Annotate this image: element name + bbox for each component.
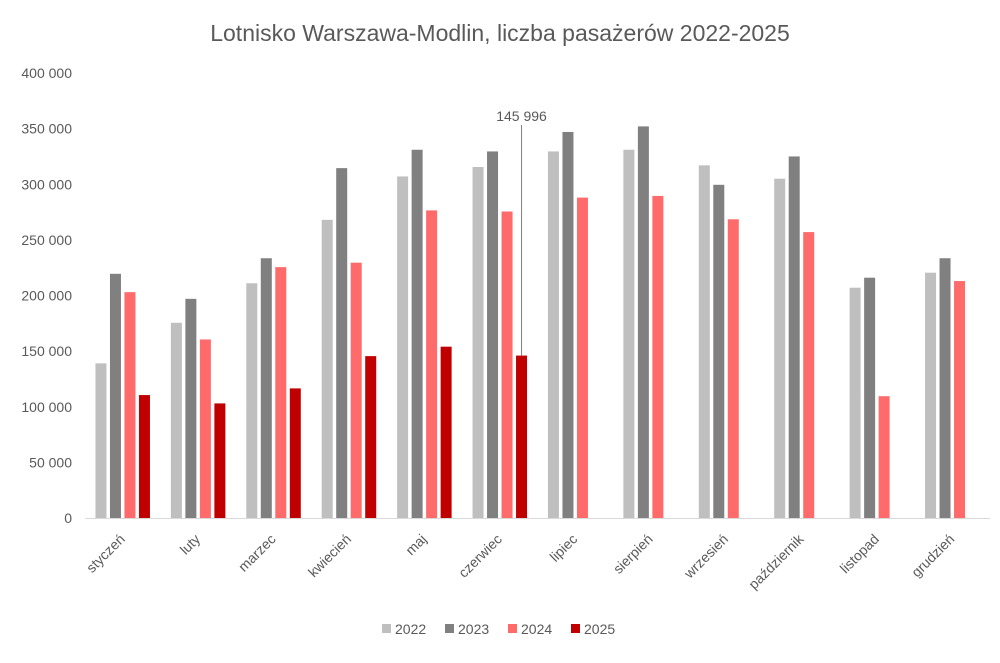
bar-2024-wrzesień xyxy=(727,219,739,518)
bar-2024-grudzień xyxy=(954,281,966,518)
y-tick-label: 350 000 xyxy=(21,121,72,137)
chart-title: Lotnisko Warszawa-Modlin, liczba pasażer… xyxy=(210,20,790,46)
y-tick-label: 0 xyxy=(64,510,72,526)
bar-2024-sierpień xyxy=(652,195,664,518)
bar-2022-październik xyxy=(774,178,786,518)
legend-swatch xyxy=(508,624,517,633)
x-tick-label: sierpień xyxy=(610,531,656,577)
bar-2024-maj xyxy=(426,210,438,519)
bar-2022-luty xyxy=(170,322,182,518)
x-tick-label: maj xyxy=(402,531,429,558)
bar-2025-marzec xyxy=(289,388,301,518)
bar-2022-sierpień xyxy=(623,149,635,518)
bar-2022-styczeń xyxy=(95,363,107,518)
bar-2022-maj xyxy=(397,176,409,518)
bar-2024-marzec xyxy=(275,267,287,518)
bar-2025-styczeń xyxy=(138,395,150,518)
x-tick-label: marzec xyxy=(235,531,279,575)
y-tick-label: 300 000 xyxy=(21,176,72,192)
x-tick-label: lipiec xyxy=(546,531,580,565)
legend-item-2025[interactable]: 2025 xyxy=(571,621,615,637)
bar-2022-lipiec xyxy=(547,151,559,518)
annotation-label: 145 996 xyxy=(496,108,547,124)
y-tick-label: 50 000 xyxy=(29,454,72,470)
bar-2023-listopad xyxy=(864,277,876,518)
legend-label: 2025 xyxy=(584,621,615,637)
legend-label: 2023 xyxy=(458,621,489,637)
bar-2023-lipiec xyxy=(562,131,574,518)
bar-2024-luty xyxy=(199,339,211,518)
legend[interactable]: 2022 2023 2024 2025 xyxy=(382,621,615,637)
x-tick-label: czerwiec xyxy=(455,531,505,581)
bar-2024-listopad xyxy=(878,396,890,518)
legend-label: 2022 xyxy=(395,621,426,637)
annotations-group: 145 996 xyxy=(496,108,547,356)
bar-2023-październik xyxy=(788,156,800,518)
bar-2022-kwiecień xyxy=(321,219,333,518)
bars-group xyxy=(95,126,966,519)
bar-2025-maj xyxy=(440,346,452,518)
legend-item-2022[interactable]: 2022 xyxy=(382,621,426,637)
x-tick-label: kwiecień xyxy=(305,531,354,580)
y-tick-label: 100 000 xyxy=(21,399,72,415)
legend-swatch xyxy=(571,624,580,633)
bar-2023-kwiecień xyxy=(336,168,348,518)
bar-2022-czerwiec xyxy=(472,167,484,518)
legend-item-2024[interactable]: 2024 xyxy=(508,621,552,637)
bar-2023-czerwiec xyxy=(487,151,499,518)
y-tick-label: 200 000 xyxy=(21,288,72,304)
legend-swatch xyxy=(382,624,391,633)
y-tick-label: 150 000 xyxy=(21,343,72,359)
x-tick-label: październik xyxy=(745,530,807,592)
x-tick-label: grudzień xyxy=(908,531,957,580)
y-tick-label: 400 000 xyxy=(21,65,72,81)
bar-2025-kwiecień xyxy=(365,356,377,518)
bar-2024-kwiecień xyxy=(350,262,362,518)
x-tick-label: wrzesień xyxy=(680,531,731,582)
bar-2023-sierpień xyxy=(637,126,649,519)
bar-2023-grudzień xyxy=(939,258,951,518)
bar-2024-czerwiec xyxy=(501,211,513,518)
bar-2023-styczeń xyxy=(109,273,121,518)
bar-2025-luty xyxy=(214,403,226,518)
x-tick-label: styczeń xyxy=(83,531,128,576)
legend-swatch xyxy=(445,624,454,633)
legend-label: 2024 xyxy=(521,621,552,637)
y-axis: 0 50 000 100 000 150 000 200 000 250 000 300 0… xyxy=(21,65,72,526)
bar-2025-czerwiec xyxy=(516,355,528,518)
bar-2022-grudzień xyxy=(925,272,937,518)
bar-2022-listopad xyxy=(849,287,861,518)
bar-2023-luty xyxy=(185,298,197,518)
legend-item-2023[interactable]: 2023 xyxy=(445,621,489,637)
x-axis: styczeń luty marzec kwiecień maj czerwiec lipi… xyxy=(83,518,990,592)
bar-2024-październik xyxy=(803,232,815,518)
bar-2023-marzec xyxy=(260,258,272,518)
x-tick-label: luty xyxy=(177,531,204,558)
bar-2024-styczeń xyxy=(124,292,136,518)
y-tick-label: 250 000 xyxy=(21,232,72,248)
bar-2023-maj xyxy=(411,149,423,518)
x-tick-label: listopad xyxy=(837,531,882,576)
bar-2023-wrzesień xyxy=(713,184,725,518)
bar-2022-wrzesień xyxy=(698,165,710,518)
bar-2022-marzec xyxy=(246,283,258,518)
bar-2024-lipiec xyxy=(576,197,588,518)
